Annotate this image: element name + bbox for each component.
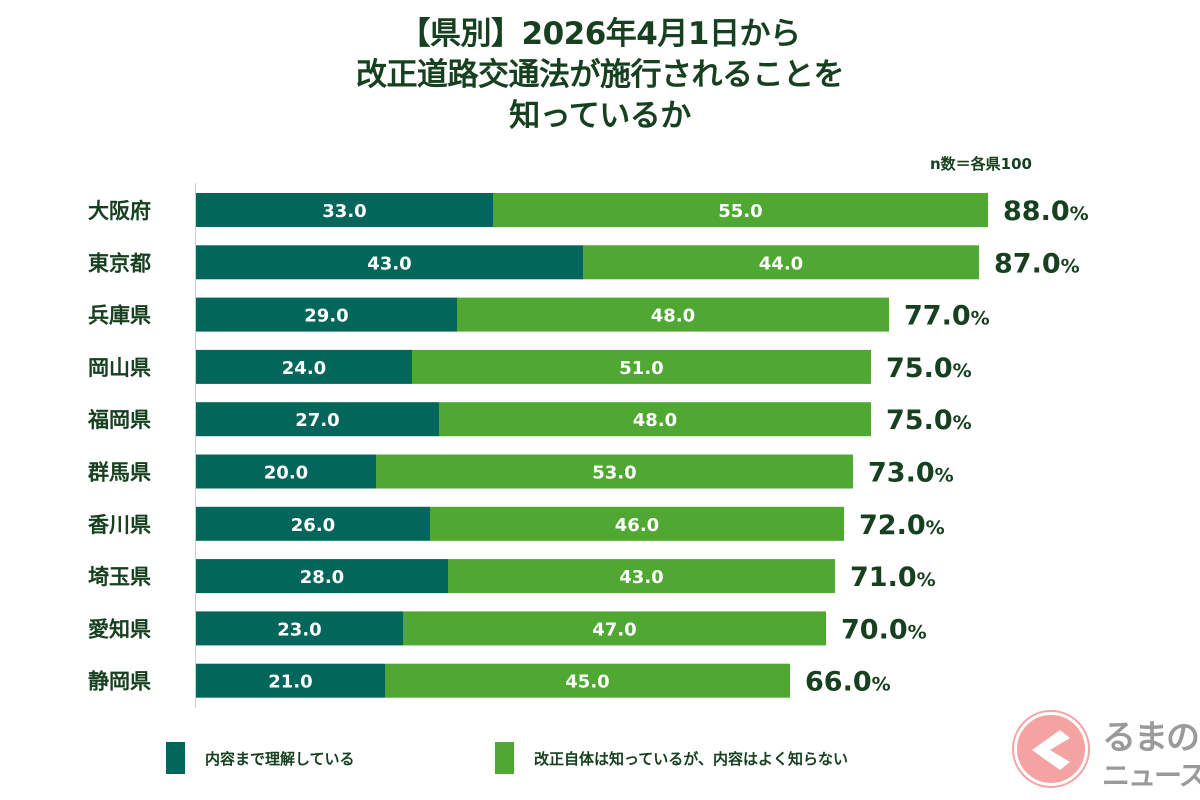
total-percent-sign: % (908, 621, 927, 643)
total-percent-sign: % (953, 360, 972, 382)
segment-value-label: 51.0 (619, 358, 663, 379)
bar-segment-aware-only (457, 297, 889, 332)
segment-value-label: 48.0 (651, 306, 695, 327)
category-label: 静岡県 (88, 670, 151, 694)
category-label: 愛知県 (88, 617, 151, 641)
bar-row: 福岡県 27.0 48.0 75.0% (87, 402, 972, 437)
chevron-left-icon (1032, 730, 1070, 770)
bar-row: 愛知県 23.0 47.0 70.0% (88, 611, 927, 646)
total-value-label: 73.0% (868, 458, 954, 489)
segment-value-label: 24.0 (282, 358, 326, 379)
category-label: 兵庫県 (88, 304, 151, 328)
bar-segment-aware-only (448, 559, 835, 594)
total-value-label: 66.0% (805, 667, 891, 698)
bar-segment-understand (196, 297, 457, 332)
total-percent-sign: % (926, 517, 945, 539)
bar-segment-aware-only (430, 506, 844, 541)
segment-value-label: 45.0 (565, 672, 609, 693)
logo-text-line2: ニュース (1102, 759, 1200, 792)
legend-item-understand: 内容まで理解している (166, 742, 355, 774)
segment-value-label: 43.0 (619, 567, 663, 588)
bar-segment-aware-only (376, 454, 853, 489)
segment-value-label: 46.0 (615, 515, 659, 536)
total-percent-sign: % (1061, 255, 1080, 277)
bar-row: 香川県 26.0 46.0 72.0% (88, 506, 945, 541)
total-value-label: 75.0% (886, 405, 972, 436)
total-percent-sign: % (953, 412, 972, 434)
total-value-label: 77.0% (904, 301, 990, 332)
total-value-label: 75.0% (886, 353, 972, 384)
segment-value-label: 20.0 (264, 463, 308, 484)
bar-row: 静岡県 21.0 45.0 66.0% (88, 663, 891, 698)
chart-title: 【県別】2026年4月1日から 改正道路交通法が施行されることを 知っているか (0, 14, 1200, 137)
logo-text-line1: るまの (1102, 718, 1200, 758)
title-line-3: 知っているか (509, 98, 691, 134)
bar-row: 群馬県 20.0 53.0 73.0% (88, 454, 954, 489)
segment-value-label: 29.0 (304, 306, 348, 327)
total-percent-sign: % (935, 465, 954, 487)
bar-row: 大阪府 33.0 55.0 88.0% (88, 193, 1089, 227)
bar-row: 岡山県 24.0 51.0 75.0% (88, 349, 972, 384)
bar-row: 兵庫県 29.0 48.0 77.0% (88, 297, 990, 332)
bar-segment-understand (196, 454, 376, 489)
category-label: 東京都 (88, 251, 151, 275)
segment-value-label: 33.0 (322, 201, 366, 222)
bar-segment-aware-only (583, 245, 979, 280)
segment-value-label: 27.0 (295, 410, 339, 431)
bar-segment-understand (196, 193, 493, 227)
category-label: 福岡県 (87, 408, 151, 432)
total-percent-sign: % (872, 674, 891, 696)
total-value-label: 71.0% (850, 562, 936, 593)
total-value-label: 88.0% (1003, 196, 1089, 227)
segment-value-label: 43.0 (367, 253, 411, 274)
segment-value-label: 55.0 (718, 201, 762, 222)
title-line-2: 改正道路交通法が施行されることを (356, 57, 845, 93)
bar-segment-understand (196, 402, 439, 437)
total-value-label: 87.0% (994, 248, 1080, 279)
bar-segment-understand (196, 663, 385, 698)
legend-label-understand: 内容まで理解している (205, 749, 355, 768)
title-line-1: 【県別】2026年4月1日から (399, 16, 801, 52)
bar-segment-understand (196, 559, 448, 594)
bar-segment-aware-only (403, 611, 826, 646)
category-label: 大阪府 (88, 199, 151, 223)
bar-segment-understand (196, 611, 403, 646)
total-value-label: 70.0% (841, 614, 927, 645)
bar-segment-aware-only (385, 663, 790, 698)
legend-label-aware-only: 改正自体は知っているが、内容はよく知らない (534, 749, 848, 768)
category-label: 埼玉県 (88, 565, 151, 589)
legend-swatch-understand (166, 742, 185, 774)
category-label: 岡山県 (88, 356, 151, 380)
segment-value-label: 23.0 (277, 619, 321, 640)
legend-swatch-aware-only (495, 742, 514, 774)
segment-value-label: 26.0 (291, 515, 335, 536)
bar-row: 埼玉県 28.0 43.0 71.0% (88, 559, 936, 594)
kurumano-news-logo: るまの ニュース (1010, 708, 1200, 794)
segment-value-label: 47.0 (592, 619, 636, 640)
total-percent-sign: % (1070, 203, 1089, 225)
category-label: 群馬県 (88, 461, 151, 485)
segment-value-label: 53.0 (592, 463, 636, 484)
sample-size-note: n数＝各県100 (930, 155, 1032, 173)
category-label: 香川県 (88, 513, 151, 537)
total-percent-sign: % (971, 308, 990, 330)
bar-segment-aware-only (439, 402, 871, 437)
segment-value-label: 48.0 (633, 410, 677, 431)
legend-item-aware-only: 改正自体は知っているが、内容はよく知らない (495, 742, 848, 774)
segment-value-label: 21.0 (268, 672, 312, 693)
bar-segment-understand (196, 506, 430, 541)
bar-segment-understand (196, 245, 583, 280)
bar-row: 東京都 43.0 44.0 87.0% (88, 245, 1080, 280)
bar-segment-aware-only (412, 349, 871, 384)
bar-segment-understand (196, 349, 412, 384)
bar-segment-aware-only (493, 193, 988, 227)
total-percent-sign: % (917, 569, 936, 591)
legend: 内容まで理解している 改正自体は知っているが、内容はよく知らない (0, 742, 1200, 782)
total-value-label: 72.0% (859, 510, 945, 541)
segment-value-label: 44.0 (759, 253, 803, 274)
segment-value-label: 28.0 (300, 567, 344, 588)
